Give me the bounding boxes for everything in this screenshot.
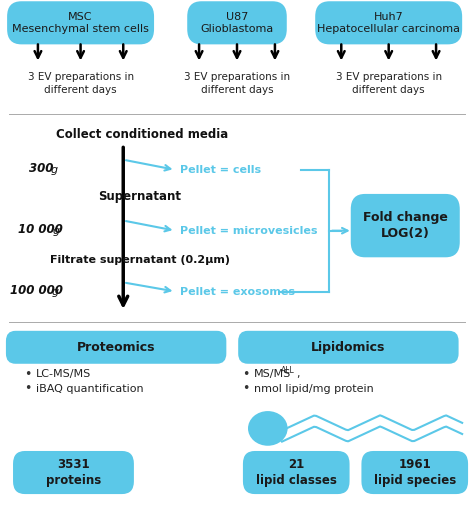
FancyBboxPatch shape: [361, 451, 468, 494]
Text: LC-MS/MS: LC-MS/MS: [36, 369, 91, 379]
Text: U87
Glioblastoma: U87 Glioblastoma: [201, 12, 273, 34]
Text: 3531
proteins: 3531 proteins: [46, 458, 101, 487]
Text: 100 000: 100 000: [10, 283, 64, 297]
Text: Lipidomics: Lipidomics: [311, 341, 385, 354]
Text: •: •: [242, 382, 249, 395]
Text: Fold change
LOG(2): Fold change LOG(2): [363, 211, 448, 240]
Text: 21
lipid classes: 21 lipid classes: [256, 458, 337, 487]
FancyBboxPatch shape: [238, 331, 459, 364]
Text: Huh7
Hepatocellular carcinoma: Huh7 Hepatocellular carcinoma: [317, 12, 460, 34]
Text: Collect conditioned media: Collect conditioned media: [56, 128, 228, 141]
Text: Supernatant: Supernatant: [98, 190, 182, 203]
Text: 3 EV preparations in
different days: 3 EV preparations in different days: [27, 73, 134, 95]
FancyBboxPatch shape: [6, 331, 227, 364]
FancyBboxPatch shape: [315, 2, 462, 45]
Text: MS/MS: MS/MS: [254, 369, 291, 379]
Text: g: g: [53, 226, 60, 236]
Text: iBAQ quantification: iBAQ quantification: [36, 384, 143, 394]
Text: •: •: [24, 382, 31, 395]
Text: ,: ,: [296, 369, 299, 379]
Text: MSC
Mesenchymal stem cells: MSC Mesenchymal stem cells: [12, 12, 149, 34]
Text: 3 EV preparations in
different days: 3 EV preparations in different days: [184, 73, 290, 95]
Text: 300: 300: [29, 162, 54, 175]
FancyBboxPatch shape: [187, 2, 287, 45]
Text: ALL: ALL: [281, 366, 294, 375]
Text: 3 EV preparations in
different days: 3 EV preparations in different days: [336, 73, 442, 95]
Text: Pellet = cells: Pellet = cells: [180, 165, 261, 175]
Text: Pellet = microvesicles: Pellet = microvesicles: [180, 226, 318, 236]
FancyBboxPatch shape: [351, 194, 460, 257]
FancyBboxPatch shape: [243, 451, 349, 494]
Text: 10 000: 10 000: [18, 223, 63, 236]
Text: •: •: [242, 368, 249, 381]
FancyBboxPatch shape: [13, 451, 134, 494]
Text: Filtrate supernatant (0.2μm): Filtrate supernatant (0.2μm): [50, 255, 230, 265]
Text: Proteomics: Proteomics: [77, 341, 155, 354]
Text: g: g: [52, 287, 59, 297]
Text: g: g: [51, 165, 58, 175]
Text: 1961
lipid species: 1961 lipid species: [374, 458, 456, 487]
Text: •: •: [24, 368, 31, 381]
Text: Pellet = exosomes: Pellet = exosomes: [180, 286, 295, 297]
Text: nmol lipid/mg protein: nmol lipid/mg protein: [254, 384, 374, 394]
Ellipse shape: [248, 411, 288, 446]
FancyBboxPatch shape: [7, 2, 154, 45]
